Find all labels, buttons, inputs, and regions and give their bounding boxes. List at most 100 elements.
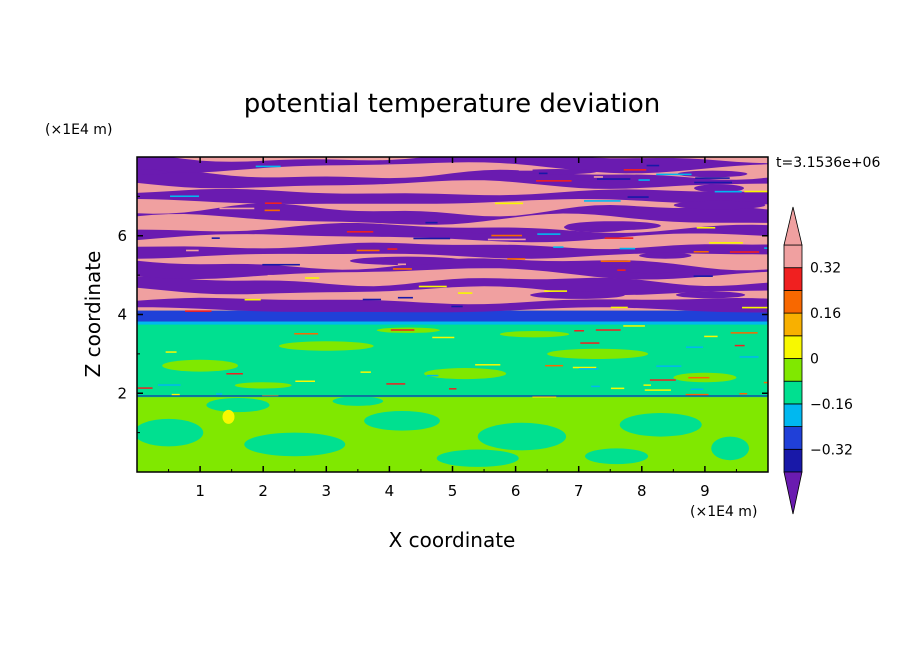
lower-patch: [332, 396, 384, 406]
under-blob: [677, 170, 748, 178]
streak: [346, 231, 374, 233]
under-blob: [639, 252, 692, 259]
y-unit-label: (×1E4 m): [45, 122, 112, 138]
x-axis-label: X coordinate: [389, 528, 516, 552]
streak: [264, 202, 282, 204]
under-band: [137, 242, 768, 259]
streak: [518, 169, 533, 171]
y-axis: 2 4 6: [117, 195, 768, 434]
x-tick-label: 6: [511, 482, 521, 500]
colorbar-segment: [783, 426, 803, 450]
streak: [165, 351, 177, 353]
colorbar-segment: [783, 335, 803, 359]
streak: [574, 330, 585, 332]
y-tick-label: 4: [117, 306, 127, 324]
streak: [644, 389, 671, 391]
streak: [627, 196, 649, 198]
streak: [708, 242, 743, 244]
streak: [764, 247, 768, 249]
streak: [593, 176, 603, 178]
streak: [646, 164, 660, 167]
transition-blue-layer: [137, 310, 768, 322]
x-tick-label: 7: [574, 482, 584, 500]
streak: [649, 379, 676, 381]
streak: [742, 306, 768, 309]
streak: [578, 368, 599, 370]
streak: [475, 364, 501, 366]
x-tick-label: 8: [637, 482, 647, 500]
plot-area: [137, 157, 768, 472]
lower-patch: [436, 449, 519, 467]
under-band: [137, 258, 768, 280]
yellow-spot: [222, 409, 235, 424]
under-band: [137, 297, 768, 313]
streak: [739, 356, 759, 358]
colorbar-segment: [783, 267, 803, 291]
streak: [694, 181, 733, 184]
x-axis: 1 2 3 4 5 6 7 8 9: [168, 157, 737, 500]
x-tick-label: 5: [448, 482, 458, 500]
streak: [184, 310, 212, 312]
middle-patch: [547, 348, 649, 359]
lower-patch: [619, 412, 702, 437]
streak: [763, 381, 768, 384]
streak: [392, 268, 412, 270]
streak: [610, 306, 628, 309]
streak: [356, 249, 380, 252]
x-tick-label: 9: [700, 482, 710, 500]
streak: [596, 178, 631, 180]
under-blob: [566, 221, 661, 231]
streak: [418, 285, 447, 288]
colorbar-segment: [783, 312, 803, 337]
colorbar: 0.32 0.16 0 −0.16 −0.32: [783, 206, 853, 515]
streak: [305, 277, 320, 279]
streak: [262, 263, 300, 266]
streak: [387, 248, 398, 250]
lower-patch: [477, 422, 567, 451]
under-band: [137, 157, 768, 174]
streak: [734, 344, 745, 347]
streak: [171, 393, 180, 396]
streak: [219, 207, 255, 210]
upper-bands: [137, 157, 768, 325]
streak: [294, 333, 319, 335]
under-band: [137, 276, 768, 295]
streak: [690, 388, 704, 391]
y-axis-label: Z coordinate: [81, 251, 105, 378]
colorbar-tick-label: −0.32: [810, 442, 853, 458]
streak: [553, 246, 564, 248]
streak: [536, 180, 572, 182]
under-blob: [137, 169, 169, 176]
streak: [583, 200, 621, 202]
streak: [495, 202, 523, 205]
streak: [591, 385, 600, 388]
streak: [619, 247, 636, 250]
streak: [739, 392, 748, 395]
streak: [362, 298, 382, 301]
streak: [255, 165, 281, 168]
streak: [704, 335, 718, 338]
streak: [600, 260, 631, 263]
streak: [187, 294, 199, 296]
middle-patch: [499, 331, 570, 338]
lower-patch: [206, 397, 270, 413]
streak: [507, 258, 526, 260]
colorbar-tick-label: 0: [810, 352, 819, 368]
streak: [458, 292, 473, 294]
streak: [714, 190, 742, 193]
streak: [544, 290, 568, 292]
streak: [696, 226, 716, 229]
streak: [688, 376, 710, 379]
streak: [538, 172, 548, 175]
colorbar-segment: [783, 289, 803, 314]
streak: [685, 346, 703, 348]
streak: [186, 249, 199, 252]
under-band: [137, 188, 768, 205]
streak: [267, 274, 300, 277]
streak: [623, 325, 645, 327]
colorbar-segment: [783, 244, 803, 269]
time-label: t=3.1536e+06: [776, 155, 880, 171]
streak: [604, 237, 634, 239]
streak: [623, 169, 647, 171]
